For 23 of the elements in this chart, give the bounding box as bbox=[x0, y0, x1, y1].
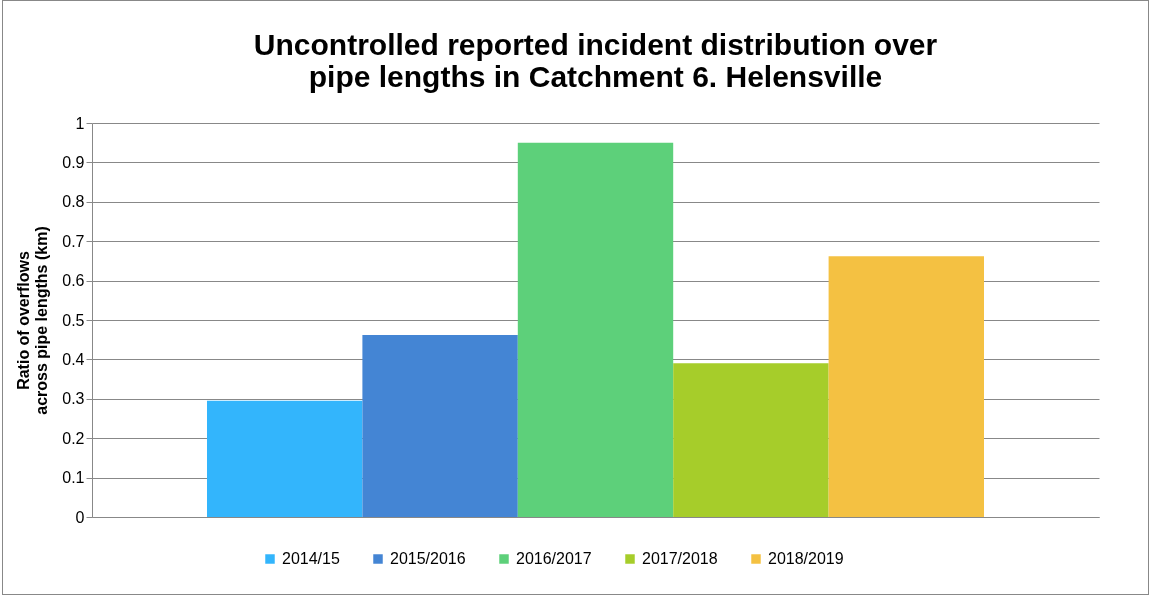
y-tick-label: 1 bbox=[75, 114, 85, 132]
y-tick-label: 0.2 bbox=[62, 429, 85, 447]
y-tick-label: 0 bbox=[75, 508, 85, 526]
bar bbox=[828, 256, 984, 517]
chart-title: Uncontrolled reported incident distribution over pipe lengths in Catchment 6. Helensville bbox=[253, 28, 938, 93]
bar bbox=[362, 334, 518, 517]
bar bbox=[517, 142, 674, 517]
bar bbox=[207, 400, 363, 517]
y-tick-label: 0.3 bbox=[62, 390, 85, 408]
y-tick-label: 0.4 bbox=[62, 350, 85, 368]
legend-label: 2017/2018 bbox=[642, 550, 718, 567]
y-tick-label: 0.7 bbox=[62, 232, 85, 250]
y-tick-label: 0.1 bbox=[62, 469, 85, 487]
legend-label: 2015/2016 bbox=[390, 550, 466, 567]
legend-label: 2018/2019 bbox=[768, 550, 844, 567]
y-tick-label: 0.5 bbox=[62, 311, 85, 329]
legend-label: 2016/2017 bbox=[516, 550, 592, 567]
y-axis-title: Ratio of overflows across pipe lengths (km) bbox=[15, 226, 51, 415]
y-tick-label: 0.8 bbox=[62, 193, 85, 211]
legend-label: 2014/15 bbox=[282, 550, 340, 567]
y-tick-label: 0.9 bbox=[62, 153, 85, 171]
bar bbox=[673, 363, 829, 517]
y-tick-label: 0.6 bbox=[62, 272, 85, 290]
